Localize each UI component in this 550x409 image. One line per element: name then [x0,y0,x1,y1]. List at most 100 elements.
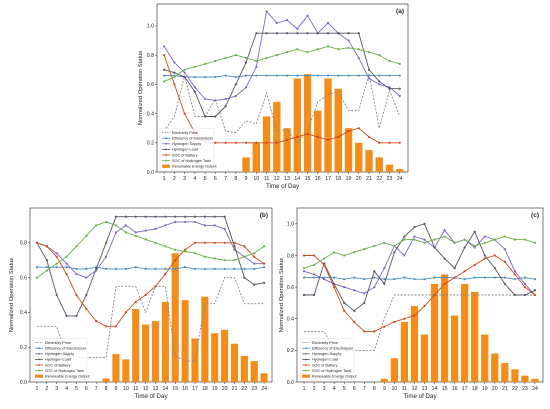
legend-marker [38,352,40,355]
data-point [373,285,376,289]
legend-swatch [302,374,310,378]
x-tick-label: 14 [162,386,168,392]
legend-marker [165,148,167,151]
data-point [463,270,466,273]
data-point [378,54,381,57]
data-point [413,225,416,229]
bar [355,142,363,172]
data-point [383,278,386,281]
bar [461,283,469,382]
data-point [184,266,187,269]
series-hydrogen-supply [302,229,537,297]
data-point [323,263,326,267]
y-tick-label: 0.8 [147,53,154,59]
data-point [214,115,217,118]
series-line [163,32,400,117]
data-point [373,244,376,248]
data-point [333,285,336,289]
data-point [306,132,309,136]
x-tick-label: 19 [212,386,218,392]
data-point [104,220,108,224]
data-point [353,309,356,312]
series-line [304,255,536,332]
data-point [383,282,386,286]
data-point [214,75,217,79]
legend-entry: Electricity Price [45,341,71,345]
data-point [383,267,386,270]
data-point [275,21,278,25]
data-point [163,45,166,48]
data-point [203,267,206,270]
data-point [388,59,391,63]
x-tick-label: 4 [333,386,336,392]
data-point [296,32,299,35]
data-point [234,54,237,57]
data-point [234,141,237,144]
y-tick-label: 1.0 [287,222,294,228]
bar [390,358,399,382]
data-point [204,115,207,118]
series-line [303,229,536,296]
data-point [398,74,401,77]
data-point [193,75,196,79]
data-point [233,267,236,270]
x-tick-label: 22 [376,176,382,182]
data-point [275,74,278,77]
bar [410,306,419,382]
x-tick-label: 3 [323,386,326,392]
x-tick-label: 19 [346,176,352,182]
data-point [403,276,406,279]
data-point [114,231,118,234]
legend-marker [165,142,167,145]
series-line [36,242,265,327]
panel-label: (b) [260,212,268,219]
data-point [65,314,68,317]
data-point [104,267,108,270]
data-point [493,267,496,270]
x-tick-label: 1 [35,386,38,392]
data-point [323,276,326,279]
series-soc-of-battery [302,254,537,333]
bar [250,361,258,382]
data-point [333,251,336,254]
data-point [193,86,196,89]
bar [531,378,539,382]
data-point [223,267,226,270]
x-tick-label: 9 [115,386,118,392]
data-point [263,281,266,284]
bar [273,101,281,172]
bar [293,78,301,172]
data-point [253,262,256,265]
data-point [184,215,187,218]
legend-marker [305,358,307,361]
data-point [204,62,207,65]
data-point [343,254,346,257]
legend-marker [165,154,167,156]
data-point [503,248,506,251]
series-line [304,223,536,312]
bar [420,334,429,382]
chart-panel-3: 0.00.20.40.60.81.01 2 3 4 5 6 7 8 9 10 11 12 13 14 15 1… [279,207,544,400]
data-point [302,276,306,279]
data-point [275,32,278,35]
legend: Electricity Price Efficiency of Electroly… [159,128,217,171]
series-hydrogen-load [163,32,401,118]
legend-entry: Hydrogen Supply [172,142,201,146]
bar [334,88,342,172]
data-point [363,292,366,295]
data-point [316,48,319,51]
y-tick-label: 1.0 [147,24,154,30]
bars-renewable-output [242,74,404,172]
data-point [154,215,157,218]
x-tick-label: 18 [335,176,341,182]
data-point [503,276,506,279]
data-point [398,94,401,98]
data-point [184,220,187,224]
data-point [347,32,350,35]
data-point [473,263,476,267]
bar [481,334,489,382]
data-point [193,241,197,244]
legend-entry: SOC of Battery [172,153,198,157]
data-point [214,141,217,144]
data-point [523,293,527,297]
